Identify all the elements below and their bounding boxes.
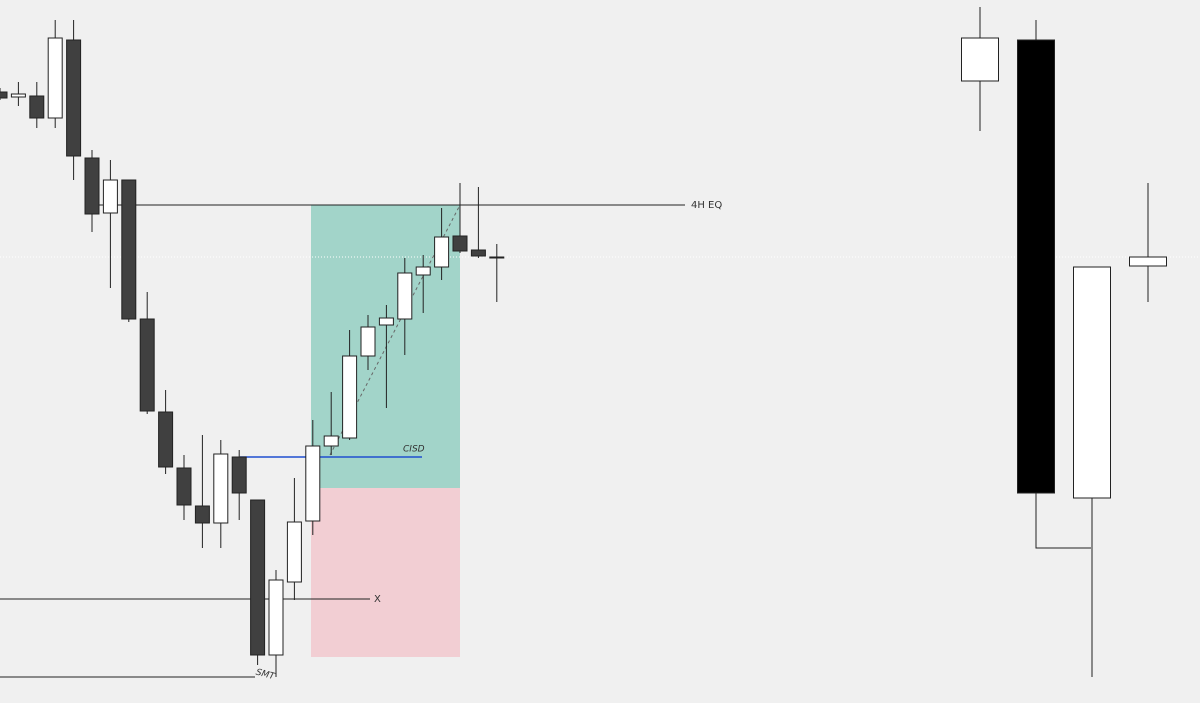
candle-body (102, 179, 118, 214)
candle-body (397, 272, 413, 320)
candle-body (961, 37, 999, 82)
candle-body (29, 95, 45, 119)
candle-body (434, 236, 450, 268)
candle-body (305, 445, 321, 522)
candle-body (176, 467, 192, 506)
candle-body (1073, 266, 1111, 499)
candle-body (84, 157, 100, 215)
candle-body (158, 411, 174, 468)
candle-body (10, 93, 26, 98)
candle-body (415, 266, 431, 276)
candle-body (139, 318, 155, 412)
cisd-label: CISD (403, 445, 425, 455)
candle-body (378, 317, 394, 326)
candle-body (452, 235, 468, 252)
candle-body (360, 326, 376, 357)
candle-body (268, 579, 284, 656)
smt-label: SMT (255, 668, 277, 683)
candle-body (47, 37, 63, 119)
candles (0, 7, 1167, 677)
eq-label: 4H EQ (691, 200, 722, 211)
candle-body (250, 499, 266, 656)
candle-body (323, 435, 339, 447)
candle-body (1129, 256, 1167, 267)
candle-body (213, 453, 229, 524)
candle-body (489, 256, 505, 259)
candle-body (194, 505, 210, 524)
candle-body (121, 179, 137, 320)
stop-zone (311, 488, 460, 657)
candle-body (342, 355, 358, 439)
candle-body (1017, 39, 1055, 494)
connector (1035, 493, 1091, 549)
candle-body (286, 521, 302, 583)
candle-body (66, 39, 82, 157)
candle-body (231, 456, 247, 494)
candle-body (0, 91, 8, 99)
candle-body (470, 249, 486, 257)
x-label: X (374, 594, 381, 605)
